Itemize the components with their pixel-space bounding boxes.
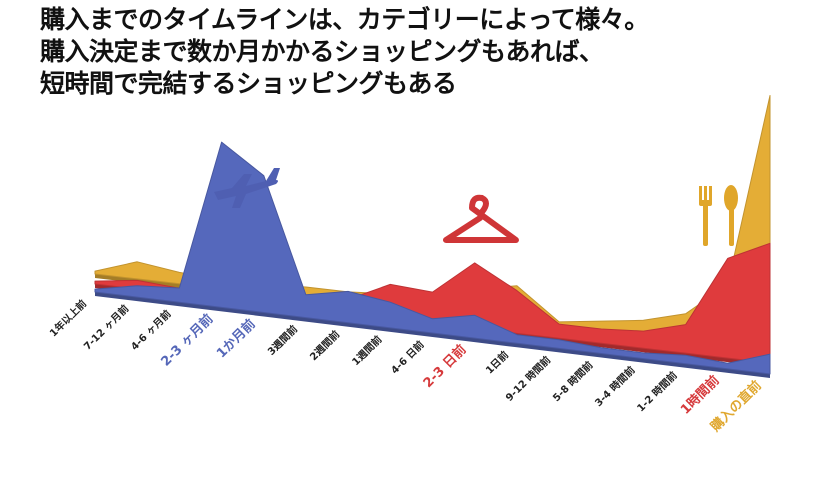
x-tick-label: 4-6 日前 <box>388 338 427 377</box>
x-tick-label: 2-3 日前 <box>420 342 470 392</box>
clothes-hanger-icon <box>443 194 519 243</box>
series-2-area <box>94 141 771 375</box>
series-2-base <box>95 292 770 378</box>
x-tick-label: 1日前 <box>483 348 511 376</box>
airplane-icon <box>214 168 280 208</box>
headline-line-2: 購入決定まで数か月かかるショッピングもあれば、 <box>40 37 604 66</box>
x-tick-label: 2週間前 <box>307 328 342 363</box>
x-tick-label: 1時間前 <box>677 372 722 417</box>
chart-areas <box>94 95 771 378</box>
x-tick-label: 1年以上前 <box>47 297 89 339</box>
x-tick-label: 1週間前 <box>349 333 384 368</box>
headline: 購入までのタイムラインは、カテゴリーによって様々。 購入決定まで数か月かかるショ… <box>40 4 649 100</box>
headline-line-3: 短時間で完結するショッピングもある <box>40 69 457 98</box>
x-tick-label: 5-8 時間前 <box>550 358 596 404</box>
fork-spoon-icon <box>699 185 738 246</box>
x-tick-label: 4-6 ヶ月前 <box>128 307 174 353</box>
x-tick-label: 3週間前 <box>265 323 300 358</box>
headline-line-1: 購入までのタイムラインは、カテゴリーによって様々。 <box>40 5 649 34</box>
x-tick-label: 9-12 時間前 <box>503 353 554 404</box>
x-tick-label: 7-12 ヶ月前 <box>81 302 132 353</box>
x-tick-label: 1か月前 <box>213 316 258 361</box>
x-tick-label: 3-4 時間前 <box>592 364 638 410</box>
x-tick-label: 1-2 時間前 <box>634 369 680 415</box>
